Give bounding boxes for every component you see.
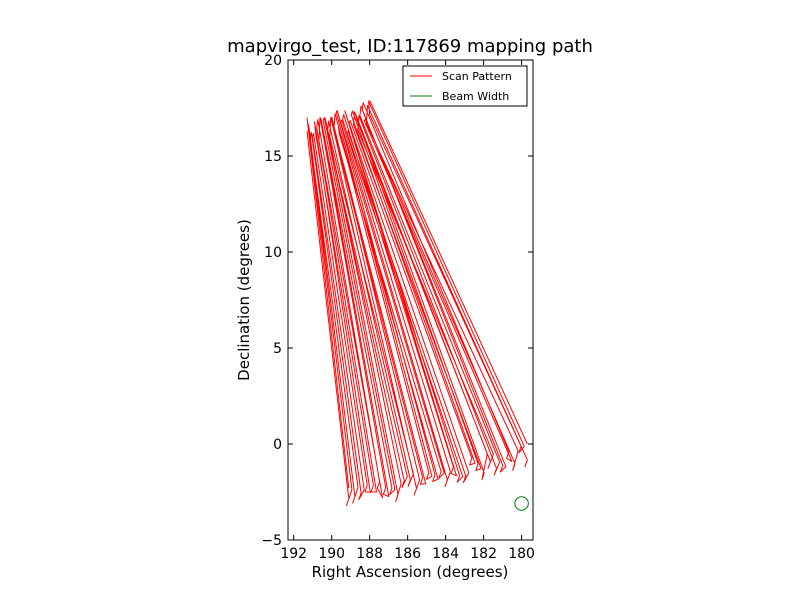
y-axis-ticks: −5 0 5 10 15 20 [261, 53, 533, 549]
y-tick-label: 20 [264, 53, 282, 69]
y-tick-label: 10 [264, 245, 282, 261]
plot-area-frame [287, 59, 534, 541]
legend-box [402, 65, 528, 107]
chart-title: mapvirgo_test, ID:117869 mapping path [227, 36, 593, 57]
x-tick-label: 186 [394, 546, 421, 562]
x-axis-ticks: 192 190 188 186 184 182 180 [280, 60, 535, 562]
scan-pattern-path [306, 100, 528, 507]
scan-pattern-left-edge [306, 117, 350, 489]
scan-pattern-right-edge [369, 100, 528, 445]
y-tick-label: 5 [273, 341, 282, 357]
beam-width-circle [514, 496, 529, 511]
scan-pattern-series [306, 100, 528, 507]
beam-width-series [514, 496, 529, 511]
x-tick-label: 180 [508, 546, 535, 562]
x-tick-label: 188 [356, 546, 383, 562]
x-axis-label: Right Ascension (degrees) [312, 563, 509, 581]
y-tick-label: 15 [264, 149, 282, 165]
x-tick-label: 192 [280, 546, 307, 562]
y-tick-label: −5 [261, 533, 282, 549]
x-tick-label: 184 [432, 546, 459, 562]
legend: Scan Pattern Beam Width [402, 65, 528, 107]
x-tick-label: 182 [470, 546, 497, 562]
legend-label-beam-width: Beam Width [442, 90, 509, 103]
y-axis-label: Declination (degrees) [235, 219, 253, 381]
x-tick-label: 190 [318, 546, 345, 562]
y-tick-label: 0 [273, 437, 282, 453]
legend-label-scan-pattern: Scan Pattern [442, 70, 512, 83]
